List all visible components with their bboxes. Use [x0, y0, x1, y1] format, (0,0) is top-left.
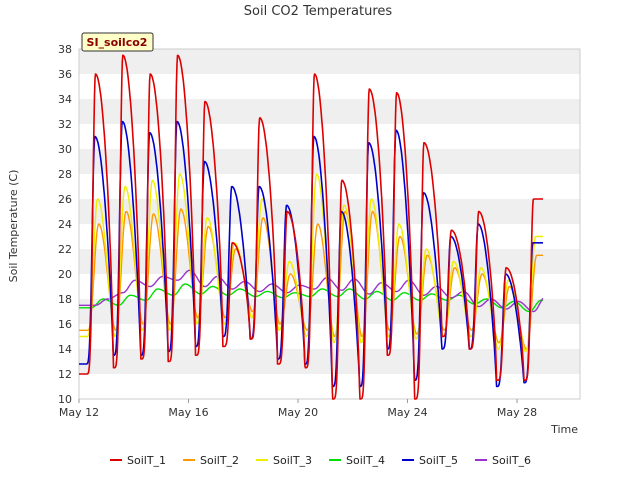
chart-title: Soil CO2 Temperatures: [244, 4, 393, 19]
grid-band: [79, 349, 580, 374]
site-badge: SI_soilco2: [81, 32, 154, 52]
y-tick-label: 18: [58, 293, 72, 306]
legend-label: SoilT_6: [492, 454, 531, 467]
y-tick-label: 38: [58, 43, 72, 56]
x-axis-ticks: May 12 May 16 May 20 May 24 May 28: [59, 399, 537, 419]
y-tick-label: 16: [58, 318, 72, 331]
x-axis-label: Time: [550, 423, 578, 436]
y-axis-ticks: 10 12 14 16 18 20 22 24 26 28 30 32 34 36 38: [58, 43, 72, 406]
y-tick-label: 34: [58, 93, 72, 106]
y-tick-label: 30: [58, 143, 72, 156]
grid-band: [79, 199, 580, 224]
legend-label: SoilT_1: [127, 454, 166, 467]
legend-label: SoilT_3: [273, 454, 312, 467]
x-tick-label: May 12: [59, 406, 99, 419]
y-tick-label: 24: [58, 218, 72, 231]
x-tick-label: May 20: [278, 406, 318, 419]
y-tick-label: 28: [58, 168, 72, 181]
y-tick-label: 14: [58, 343, 72, 356]
grid-band: [79, 99, 580, 124]
plot-frame: [78, 48, 581, 400]
y-tick-label: 32: [58, 118, 72, 131]
y-tick-label: 12: [58, 368, 72, 381]
y-tick-label: 10: [58, 393, 72, 406]
series-lines: [78, 54, 544, 400]
x-tick-label: May 28: [497, 406, 537, 419]
y-tick-label: 22: [58, 243, 72, 256]
y-tick-label: 26: [58, 193, 72, 206]
legend-label: SoilT_5: [419, 454, 458, 467]
x-tick-label: May 24: [387, 406, 427, 419]
grid-band: [79, 124, 580, 149]
site-badge-label: SI_soilco2: [87, 36, 148, 49]
grid-band: [79, 149, 580, 174]
grid-bands: [79, 49, 580, 399]
legend-label: SoilT_2: [200, 454, 239, 467]
x-tick-label: May 16: [168, 406, 208, 419]
grid-band: [79, 174, 580, 199]
legend: SoilT_1 SoilT_2 SoilT_3 SoilT_4 SoilT_5 SoilT…: [110, 454, 531, 467]
grid-band: [79, 374, 580, 399]
grid-band: [79, 74, 580, 99]
series-line-soilt-1: [78, 54, 544, 400]
grid-band: [79, 224, 580, 249]
legend-label: SoilT_4: [346, 454, 385, 467]
grid-band: [79, 49, 580, 74]
y-tick-label: 20: [58, 268, 72, 281]
site-badge-box: [81, 32, 154, 52]
y-axis-label: Soil Temperature (C): [7, 170, 20, 283]
y-tick-label: 36: [58, 68, 72, 81]
